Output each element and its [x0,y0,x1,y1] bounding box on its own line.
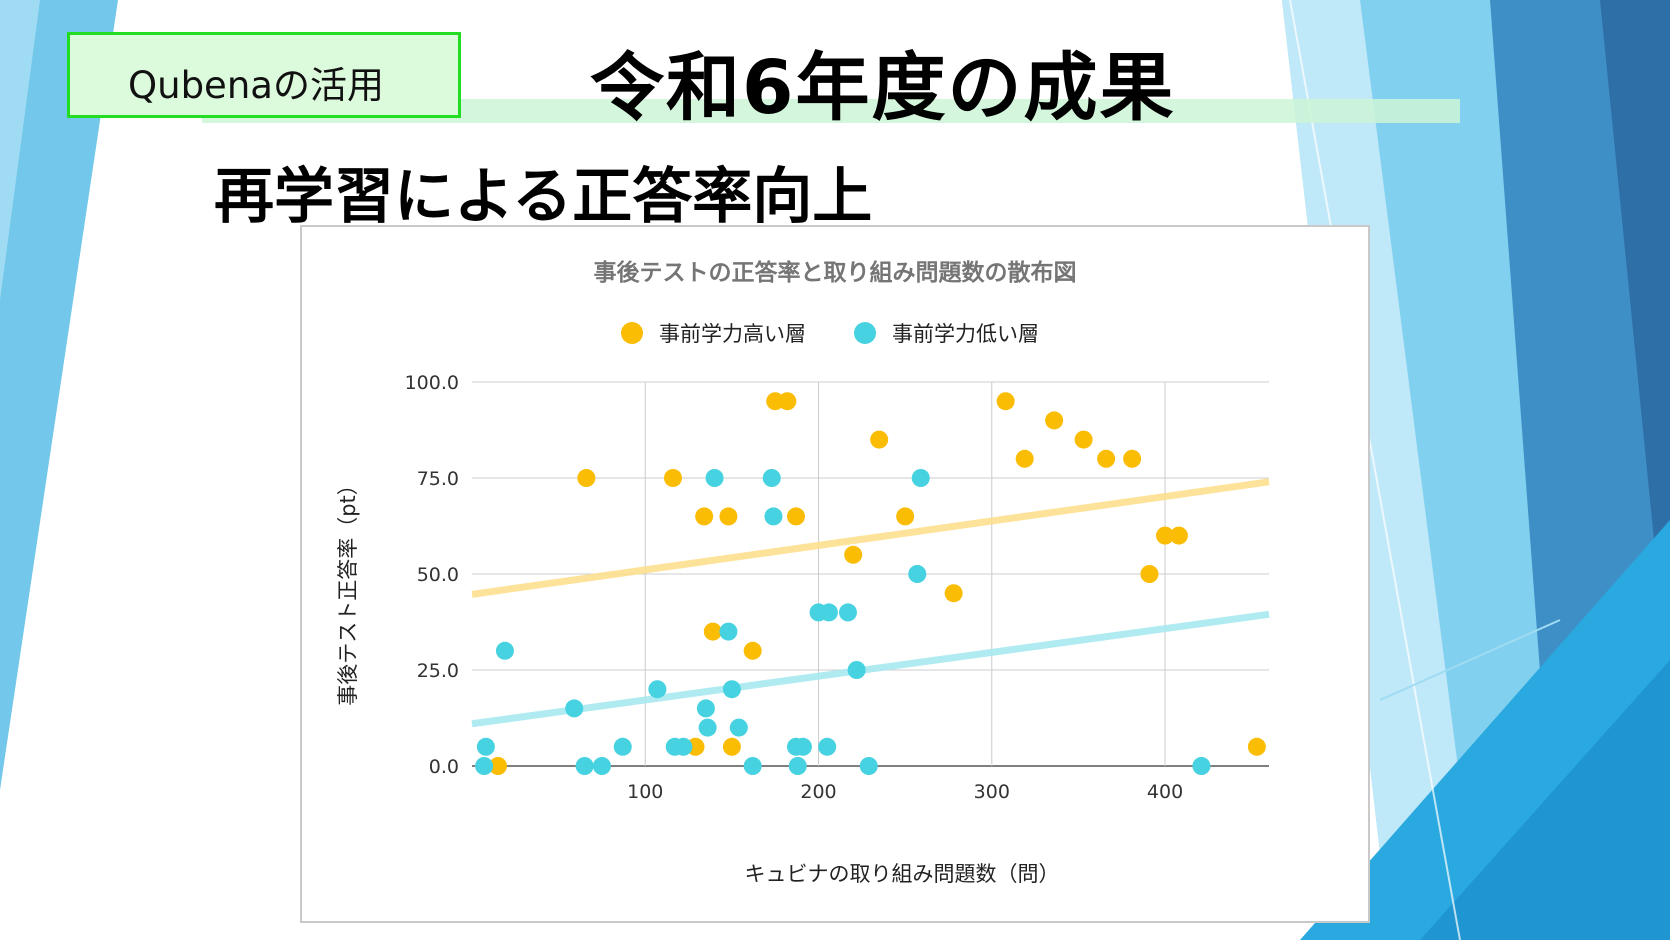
data-point-low [698,718,717,737]
data-point-high [1123,449,1142,468]
data-point-low [743,757,762,775]
right-decor-facet-bottom2 [1420,660,1670,940]
data-point-high [1097,449,1116,468]
data-point-low [722,680,741,699]
data-point-high [944,584,963,603]
trendline-layer [471,478,1270,728]
data-point-low [696,699,715,718]
data-point-high [722,737,741,756]
data-point-low [495,641,514,660]
y-axis-label: 事後テスト正答率（pt） [336,474,360,706]
trendline-high [471,478,1270,598]
legend-marker-high [621,322,643,344]
data-point-low [729,718,748,737]
data-point-high [577,469,596,487]
data-point-high [719,507,738,526]
data-point-high [1074,430,1093,449]
data-point-low [1192,757,1211,775]
data-point-low [475,757,494,775]
data-point-low [908,565,927,583]
chart-legend: 事前学力高い層 事前学力低い層 [621,322,1039,346]
x-axis-label: キュビナの取り組み問題数（問） [745,862,1060,886]
data-point-low [705,469,724,487]
data-point-low [788,757,807,775]
legend-label-low: 事前学力低い層 [892,322,1039,346]
data-point-low [819,603,838,622]
x-tick-label: 100 [627,781,663,803]
legend-marker-low [854,322,876,344]
data-point-high [870,430,889,449]
data-point-low [911,469,930,487]
data-point-low [648,680,667,699]
page-title: 令和6年度の成果 [590,45,1176,131]
section-tag-label: Qubenaの活用 [128,64,384,107]
data-point-low [592,757,611,775]
data-point-high [996,392,1015,411]
data-point-high [695,507,714,526]
data-point-high [1156,526,1175,545]
data-point-low [613,737,632,756]
scatter-chart: 0.0 25.0 50.0 75.0 100.0 100 200 300 400 事後テストの正… [336,259,1270,886]
x-tick-label: 200 [800,781,836,803]
decor-line [1379,619,1561,701]
data-point-low [859,757,878,775]
section-tag: Qubenaの活用 [67,32,461,118]
data-point-low [838,603,857,622]
y-tick-label: 25.0 [417,660,459,682]
trendline-low [471,610,1270,728]
data-point-low [764,507,783,526]
data-point-high [703,622,722,641]
x-tick-label: 400 [1147,781,1183,803]
data-point-low [762,469,781,487]
right-decor-facet-deep [1600,0,1670,700]
data-point-low [674,737,693,756]
data-point-high [1015,449,1034,468]
x-tick-label: 300 [974,781,1010,803]
data-point-high [488,757,507,775]
data-point-low [818,737,837,756]
data-point-high [1247,737,1266,756]
grid-layer: 0.0 25.0 50.0 75.0 100.0 100 200 300 400 [405,372,1269,803]
data-point-high [786,507,805,526]
data-point-high [1140,565,1159,583]
data-point-high [778,392,797,411]
chart-container: 0.0 25.0 50.0 75.0 100.0 100 200 300 400 事後テストの正… [300,225,1370,923]
data-point-high [1045,411,1064,430]
left-decor-shape [0,0,118,790]
y-tick-label: 75.0 [417,468,459,490]
data-point-high [844,545,863,564]
y-tick-label: 0.0 [429,756,459,778]
data-point-high [743,641,762,660]
decor-line [1289,0,1461,940]
data-point-low [575,757,594,775]
left-decor-shape-light [0,0,40,300]
y-tick-label: 100.0 [405,372,459,394]
data-point-high [896,507,915,526]
points-layer [475,392,1266,775]
data-point-high [1169,526,1188,545]
data-point-low [719,622,738,641]
data-point-low [847,661,866,679]
data-point-low [793,737,812,756]
data-point-low [476,737,495,756]
legend-label-high: 事前学力高い層 [659,322,806,346]
data-point-high [663,469,682,487]
chart-title: 事後テストの正答率と取り組み問題数の散布図 [594,259,1077,286]
y-tick-label: 50.0 [417,564,459,586]
page-subtitle: 再学習による正答率向上 [214,162,873,232]
data-point-low [565,699,584,718]
